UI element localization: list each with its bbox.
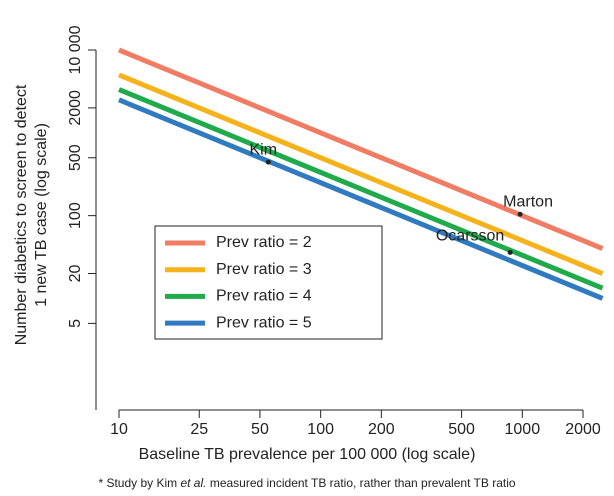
study-point	[517, 211, 523, 217]
study-point	[507, 249, 513, 255]
legend-label: Prev ratio = 3	[216, 261, 312, 278]
legend-label: Prev ratio = 5	[216, 314, 312, 331]
x-axis-title: Baseline TB prevalence per 100 000 (log …	[139, 446, 476, 463]
series-line	[118, 72, 604, 276]
y-tick-label: 100	[67, 202, 84, 229]
study-label: Ocarsson	[436, 228, 504, 245]
y-tick-label: 20	[67, 265, 84, 283]
study-label: Kim	[250, 141, 278, 158]
footnote-part: * Study by Kim	[98, 476, 180, 490]
study-label: Marton	[503, 193, 553, 210]
x-tick-label: 25	[190, 421, 208, 438]
x-tick-label: 10	[110, 421, 128, 438]
y-tick-label: 2000	[67, 90, 84, 126]
x-tick-label: 100	[307, 421, 334, 438]
legend-label: Prev ratio = 2	[216, 234, 312, 251]
x-tick-label: 200	[368, 421, 395, 438]
x-tick-label: 500	[448, 421, 475, 438]
series-line	[118, 47, 604, 251]
x-tick-label: 2000	[565, 421, 601, 438]
x-tick-label: 50	[251, 421, 269, 438]
series-line	[118, 87, 604, 291]
footnote-part: measured incident TB ratio, rather than …	[206, 476, 515, 490]
legend-label: Prev ratio = 4	[216, 288, 312, 305]
y-tick-label: 5	[67, 319, 84, 328]
footnote: * Study by Kim et al. measured incident …	[98, 476, 515, 490]
y-tick-label: 10 000	[67, 25, 84, 74]
series-line	[118, 97, 604, 301]
x-tick-label: 1000	[505, 421, 541, 438]
legend-box	[154, 225, 383, 340]
study-point	[265, 159, 271, 165]
y-axis-title: 1 new TB case (log scale)	[33, 123, 50, 307]
footnote-part: et al.	[180, 476, 206, 490]
y-axis-title: Number diabetics to screen to detect	[13, 84, 30, 345]
y-tick-label: 500	[67, 144, 84, 171]
